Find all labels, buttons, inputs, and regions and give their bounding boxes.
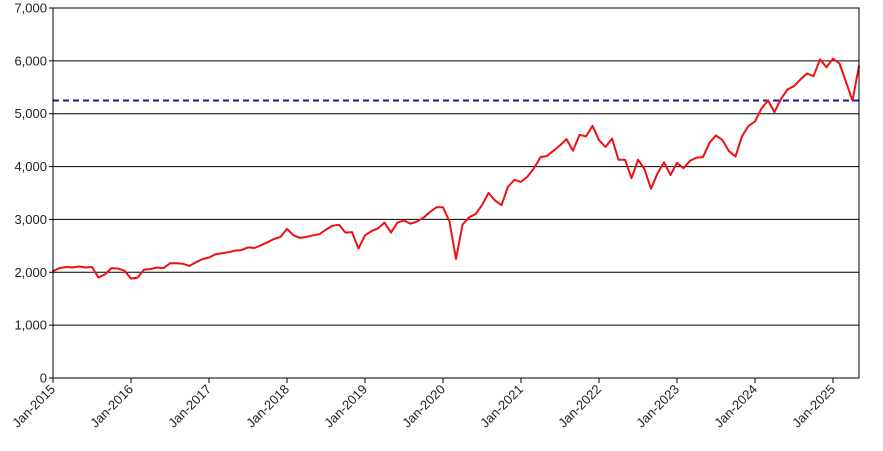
plot-frame [52,7,860,379]
y-tick-label: 3,000 [14,212,47,227]
y-tick-label: 1,000 [14,318,47,333]
y-tick-label: 2,000 [14,265,47,280]
y-tick-label: 6,000 [14,53,47,68]
y-tick-label: 0 [40,371,47,386]
axes [49,7,860,383]
series-line-0 [52,57,860,280]
y-tick-label: 4,000 [14,159,47,174]
y-tick-label: 7,000 [14,1,47,16]
series-group [52,57,860,280]
y-tick-label: 5,000 [14,106,47,121]
y-tick-labels: 0 1,000 2,000 3,000 4,000 5,000 6,000 7,000 [14,1,47,386]
